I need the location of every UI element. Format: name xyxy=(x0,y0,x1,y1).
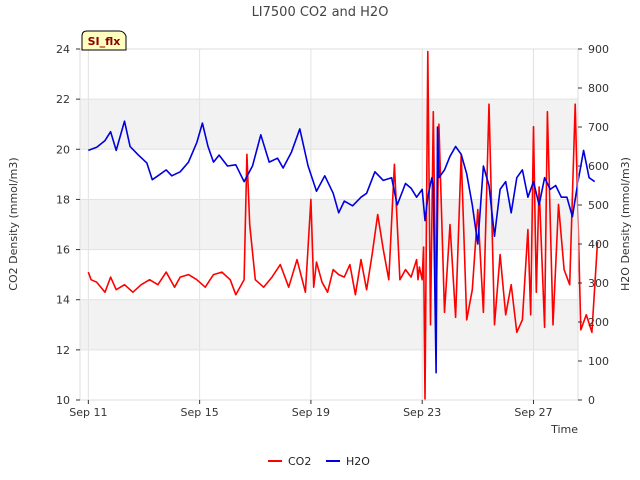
chart-title: LI7500 CO2 and H2O xyxy=(252,5,389,20)
series-layer xyxy=(87,50,599,401)
y-right-tick-label: 600 xyxy=(588,160,609,173)
y-left-tick-label: 12 xyxy=(56,344,70,357)
site-badge-label: SI_flx xyxy=(88,35,121,48)
series-line-h2o xyxy=(88,120,596,374)
x-tick-label: Sep 11 xyxy=(69,406,107,419)
y-axis-right-title: H2O Density (mmol/m3) xyxy=(619,157,632,291)
y-left-tick-label: 16 xyxy=(56,244,70,257)
plot-bands xyxy=(80,99,578,350)
y-left-tick-label: 20 xyxy=(56,143,70,156)
grid-lines xyxy=(80,48,578,401)
x-tick-label: Sep 15 xyxy=(181,406,219,419)
y-right-tick-label: 900 xyxy=(588,43,609,56)
legend-h2o-label: H2O xyxy=(346,455,370,468)
y-right-tick-label: 400 xyxy=(588,238,609,251)
x-axis-title: Time xyxy=(550,423,578,436)
legend: CO2 H2O xyxy=(268,455,370,468)
y-right-tick-label: 0 xyxy=(588,394,595,407)
y-axis-right: 0 100 200 300 400 500 600 700 800 900 xyxy=(578,43,609,407)
y-left-tick-label: 10 xyxy=(56,394,70,407)
y-right-tick-label: 100 xyxy=(588,355,609,368)
plot-frame xyxy=(79,48,579,401)
grid-band xyxy=(80,99,578,150)
x-tick-label: Sep 27 xyxy=(514,406,552,419)
y-right-tick-label: 300 xyxy=(588,277,609,290)
y-right-tick-label: 800 xyxy=(588,82,609,95)
x-tick-label: Sep 19 xyxy=(292,406,330,419)
site-badge: SI_flx xyxy=(81,30,127,51)
site-badge-box xyxy=(81,30,127,51)
legend-co2-label: CO2 xyxy=(288,455,311,468)
x-tick-label: Sep 23 xyxy=(403,406,441,419)
grid-band xyxy=(80,299,578,350)
y-right-tick-label: 200 xyxy=(588,316,609,329)
y-axis-left-title: CO2 Density (mmol/m3) xyxy=(7,157,20,290)
y-left-tick-label: 22 xyxy=(56,93,70,106)
y-left-tick-label: 24 xyxy=(56,43,70,56)
y-left-tick-label: 14 xyxy=(56,294,70,307)
y-axis-left: 10 12 14 16 18 20 22 24 xyxy=(56,43,80,407)
y-right-tick-label: 500 xyxy=(588,199,609,212)
x-axis: Sep 11 Sep 15 Sep 19 Sep 23 Sep 27 xyxy=(69,400,553,419)
y-right-tick-label: 700 xyxy=(588,121,609,134)
grid-band xyxy=(80,199,578,250)
y-left-tick-label: 18 xyxy=(56,193,70,206)
series-line-co2 xyxy=(87,50,599,401)
